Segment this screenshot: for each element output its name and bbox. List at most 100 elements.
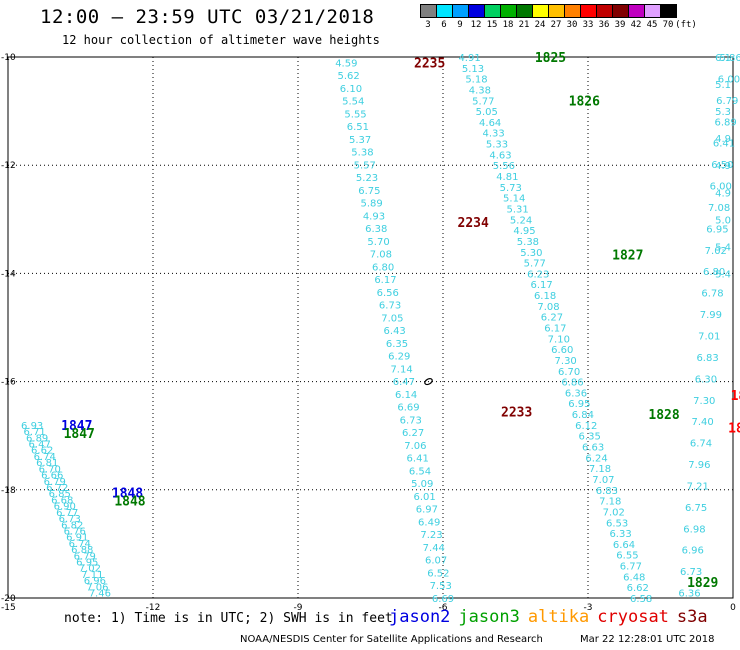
satellite-altika: altika — [527, 607, 590, 627]
swh-value: 6.52 — [427, 568, 449, 579]
swh-value: 6.96 — [84, 576, 106, 587]
swh-value: 6.73 — [680, 567, 702, 578]
legend-label: 42 — [630, 20, 642, 30]
swh-value: 6.10 — [340, 84, 362, 95]
swh-value: 7.02 — [705, 246, 727, 257]
pass-time-label: 1829 — [687, 576, 718, 591]
swh-value: 4.9 — [715, 134, 731, 145]
page-title: 12:00 – 23:59 UTC 03/21/2018 — [40, 6, 375, 28]
swh-value: 6.47 — [393, 377, 415, 388]
swh-value: 6.17 — [374, 275, 396, 286]
swh-value: 6.95 — [568, 399, 590, 410]
swh-value: 7.44 — [423, 543, 445, 554]
pass-time-label: 1847 — [64, 427, 95, 442]
pass-time-label: 1847 — [61, 419, 92, 434]
lon-tick-label: -6 — [439, 603, 448, 610]
swh-value: 6.96 — [682, 546, 704, 557]
swh-value: 6.75 — [685, 503, 707, 514]
swh-value: 6.88 — [71, 545, 93, 556]
lat-tick-label: -16 — [1, 378, 16, 388]
swh-value: 6.49 — [418, 517, 440, 528]
swh-value: 5.86 — [719, 53, 740, 64]
swh-value: 6.74 — [69, 539, 91, 550]
pass-time-label: 1848 — [114, 495, 145, 510]
swh-value: 7.21 — [687, 481, 709, 492]
swh-value: 6.76 — [64, 526, 86, 537]
swh-value: 6.80 — [372, 262, 394, 273]
swh-value: 4.91 — [458, 53, 480, 64]
legend-label: 6 — [441, 20, 447, 30]
lat-tick-label: -14 — [1, 269, 16, 279]
pass-time-label: 2234 — [458, 216, 489, 231]
satellite-legend: jason2 jason3 altika cryosat s3a — [389, 607, 716, 627]
swh-value: 6.98 — [683, 524, 705, 535]
swh-value: 6.69 — [432, 594, 454, 605]
swh-value: 5.31 — [506, 204, 528, 215]
pass-time-label: 1848 — [112, 487, 143, 502]
swh-value: 6.95 — [76, 558, 98, 569]
swh-value: 6.74 — [34, 452, 56, 463]
swh-value: 6.70 — [39, 464, 61, 475]
swh-value: 6.64 — [613, 540, 635, 551]
wave-height-map: -12 -9 -6 -3 0 -10 -12 -14 -16 -18 -20-15 4.59 5.62… — [1, 51, 740, 610]
swh-value: 4.59 — [335, 58, 357, 69]
swh-value: 4.93 — [363, 211, 385, 222]
swh-value: 6.83 — [596, 486, 618, 497]
lat-tick-label: -12 — [1, 161, 16, 171]
swh-value: 5.14 — [503, 194, 525, 205]
swh-value: 6.1 — [715, 53, 731, 64]
position-marker — [424, 378, 433, 386]
lat-tick-label: -20 — [1, 594, 16, 604]
swh-value: 6.17 — [544, 324, 566, 335]
legend-label: 27 — [550, 20, 562, 30]
legend-swatch — [660, 4, 677, 18]
swh-value: 5.70 — [367, 237, 389, 248]
lat-tick-label: -10 — [1, 53, 16, 63]
swh-value: 4.64 — [479, 118, 501, 129]
swh-value: 7.30 — [555, 356, 577, 367]
swh-value: 6.43 — [384, 326, 406, 337]
credit-line: NOAA/NESDIS Center for Satellite Applica… — [240, 634, 543, 645]
swh-value: 6.12 — [575, 421, 597, 432]
swh-value: 6.71 — [24, 427, 46, 438]
swh-value: 5.33 — [486, 140, 508, 151]
swh-value: 7.02 — [79, 564, 101, 575]
corner-tick-label: -15 — [1, 603, 16, 610]
swh-value: 6.73 — [400, 415, 422, 426]
swh-value: 6.54 — [409, 466, 431, 477]
swh-value: 6.86 — [561, 378, 583, 389]
satellite-cryosat: cryosat — [597, 607, 669, 627]
swh-value: 5.4 — [715, 269, 731, 280]
swh-value: 7.18 — [589, 464, 611, 475]
legend-label: 45 — [646, 20, 658, 30]
pass-time-label: 2233 — [501, 405, 532, 420]
swh-value: 6.79 — [44, 477, 66, 488]
swh-value: 5.73 — [500, 183, 522, 194]
swh-value: 6.30 — [695, 374, 717, 385]
swh-value: 5.30 — [520, 248, 542, 259]
swh-value: 6.80 — [703, 267, 725, 278]
legend-label: 15 — [486, 20, 498, 30]
swh-value: 5.57 — [354, 160, 376, 171]
swh-value: 5.18 — [465, 75, 487, 86]
swh-value: 5.54 — [342, 97, 364, 108]
swh-value: 6.56 — [377, 288, 399, 299]
legend-label: 70 — [662, 20, 674, 30]
swh-value: 4.9 — [715, 161, 731, 172]
map-frame — [7, 56, 734, 599]
swh-value: 6.78 — [701, 289, 723, 300]
swh-value: 6.73 — [59, 514, 81, 525]
legend-label: 36 — [598, 20, 610, 30]
swh-value: 6.72 — [46, 483, 68, 494]
swh-value: 5.05 — [476, 107, 498, 118]
swh-value: 6.73 — [379, 301, 401, 312]
satellite-jason3: jason3 — [458, 607, 520, 627]
lon-tick-label: 0 — [730, 603, 736, 610]
lon-tick-label: -3 — [584, 603, 593, 610]
swh-value: 6.53 — [606, 518, 628, 529]
legend-label: 3 — [425, 20, 431, 30]
swh-value: 5.56 — [493, 161, 515, 172]
swh-value: 6.68 — [51, 495, 73, 506]
swh-value: 7.08 — [537, 302, 559, 313]
swh-value: 7.18 — [599, 497, 621, 508]
